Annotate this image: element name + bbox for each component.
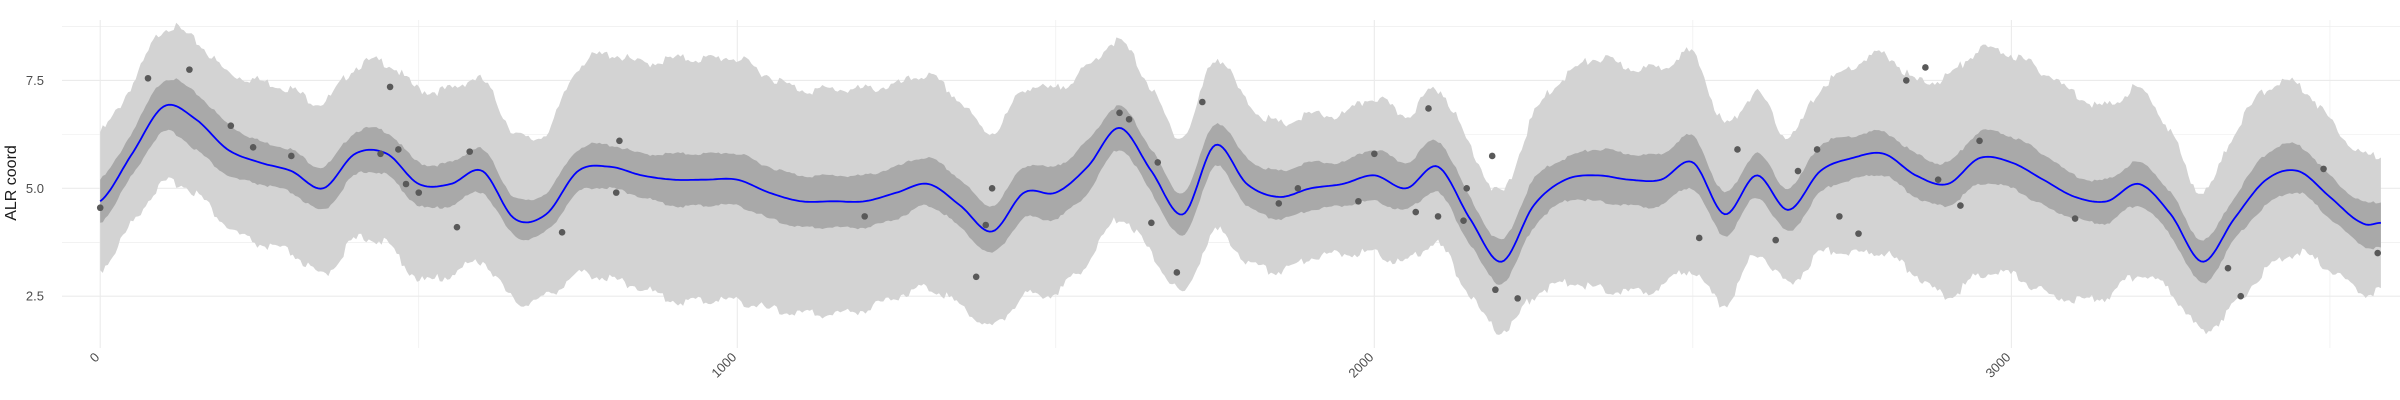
data-point [227, 122, 235, 130]
data-point [377, 150, 384, 158]
data-point [1902, 77, 1910, 84]
data-point [1275, 200, 1283, 207]
y-axis-title: ALR coord [3, 145, 20, 221]
y-tick-label: 5.0 [26, 181, 44, 196]
observation-points [96, 64, 2382, 302]
data-point [1922, 64, 1929, 71]
data-point [1154, 159, 1162, 166]
x-axis-tick-labels: 0 1000 2000 3000 [87, 350, 2014, 381]
data-point [1434, 213, 1442, 220]
data-point [1695, 234, 1703, 242]
mean-line [99, 103, 2381, 263]
data-point [1412, 208, 1420, 216]
data-point [1355, 197, 1362, 205]
data-point [186, 66, 193, 73]
data-point [2224, 264, 2232, 272]
data-point [2374, 249, 2382, 257]
data-point [1957, 202, 1964, 209]
data-point [288, 152, 295, 160]
data-point [415, 189, 423, 196]
x-tick-label: 2000 [1345, 350, 1376, 381]
x-tick-label: 1000 [708, 350, 739, 381]
data-point [395, 146, 402, 153]
data-point [1772, 236, 1779, 244]
data-point [972, 273, 980, 281]
inner-band-area [100, 78, 2381, 285]
data-point [1836, 213, 1843, 220]
data-point [453, 223, 461, 231]
data-point [612, 189, 620, 196]
data-point [558, 229, 566, 236]
data-point [1425, 105, 1432, 112]
y-tick-label: 7.5 [26, 73, 44, 88]
data-point [1794, 167, 1802, 175]
data-point [1371, 150, 1378, 158]
data-point [1199, 98, 1206, 106]
data-point [1173, 269, 1181, 276]
data-point [2071, 215, 2079, 222]
data-point [96, 204, 104, 212]
data-point [1116, 109, 1123, 117]
data-point [1734, 146, 1741, 153]
y-tick-label: 2.5 [26, 289, 44, 304]
data-point [466, 148, 474, 155]
y-axis-tick-labels: 2.5 5.0 7.5 [26, 73, 44, 304]
x-tick-label: 0 [87, 350, 103, 366]
data-point [1514, 295, 1521, 302]
data-point [1148, 219, 1155, 227]
data-point [144, 74, 152, 82]
data-point [1460, 217, 1467, 224]
data-point [1934, 176, 1942, 183]
mean-line-path [99, 103, 2381, 263]
data-point [861, 213, 868, 220]
data-point [1488, 152, 1496, 160]
data-point [988, 185, 996, 192]
data-point [1976, 137, 1983, 145]
data-point [982, 221, 990, 229]
data-point [249, 144, 257, 151]
data-point [1492, 286, 1499, 294]
data-point [402, 180, 410, 188]
data-point [1294, 185, 1302, 192]
data-point [1463, 185, 1471, 192]
data-point [1855, 230, 1862, 237]
inner-confidence-band [100, 78, 2381, 285]
data-point [616, 137, 623, 145]
data-point [386, 83, 394, 91]
data-point [1125, 115, 1133, 123]
data-point [1813, 146, 1821, 153]
data-point [2320, 165, 2327, 173]
data-point [2237, 292, 2245, 300]
x-tick-label: 3000 [1982, 350, 2013, 381]
